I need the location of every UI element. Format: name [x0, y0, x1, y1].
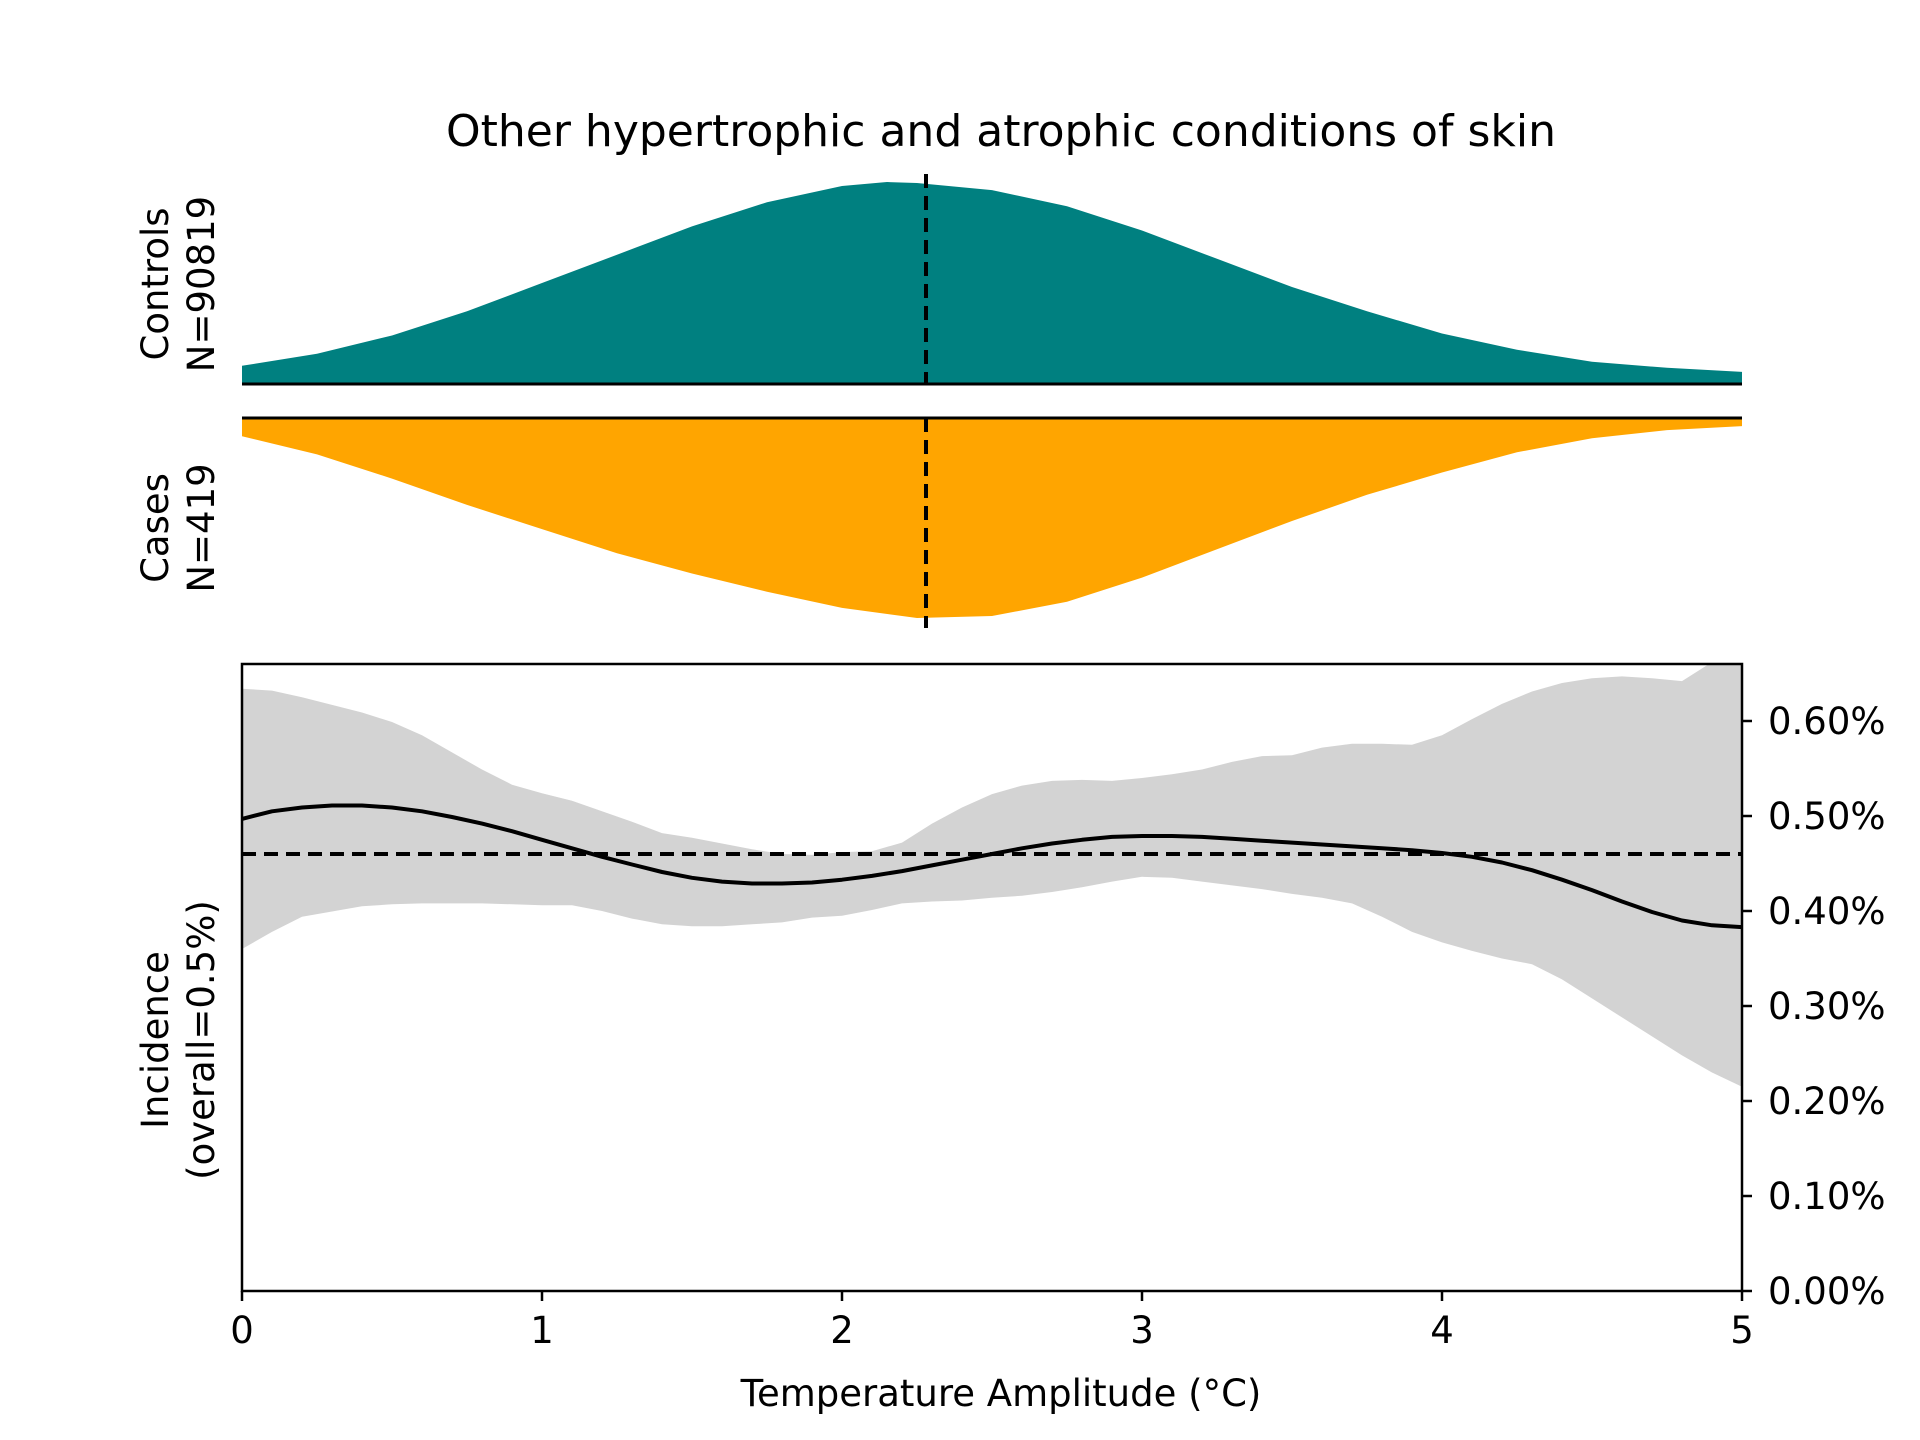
distribution-panels: [242, 174, 1742, 628]
x-axis-label: Temperature Amplitude (°C): [740, 1372, 1262, 1415]
y-tick-label: 0.40%: [1768, 890, 1886, 933]
y-tick-label: 0.30%: [1768, 985, 1886, 1028]
incidence-confidence-band: [242, 664, 1742, 1087]
incidence-plot-area: [242, 664, 1742, 1087]
y-tick-label: 0.60%: [1768, 700, 1886, 743]
x-tick-label: 2: [830, 1309, 854, 1352]
incidence-panel: [240, 662, 1744, 1293]
incidence-ylabel-overall: (overall=0.5%): [180, 900, 223, 1180]
y-tick-label: 0.00%: [1768, 1270, 1886, 1313]
chart-title: Other hypertrophic and atrophic conditio…: [446, 106, 1556, 157]
controls-density-area: [242, 182, 1742, 384]
axis-ticks: 0 1 2 3 4 5 0.00% 0.10% 0.20% 0.30% 0.40% 0.50% 0.60…: [230, 700, 1885, 1352]
x-tick-label: 5: [1730, 1309, 1754, 1352]
y-tick-label: 0.20%: [1768, 1080, 1886, 1123]
controls-count-label: N=90819: [180, 196, 223, 372]
x-tick-label: 4: [1430, 1309, 1454, 1352]
incidence-ylabel: Incidence: [134, 951, 177, 1129]
x-tick-label: 3: [1130, 1309, 1154, 1352]
cases-count-label: N=419: [180, 463, 223, 592]
cases-label: Cases: [134, 473, 177, 583]
x-tick-label: 0: [230, 1309, 254, 1352]
y-tick-label: 0.50%: [1768, 795, 1886, 838]
incidence-frame: [240, 662, 1744, 1293]
controls-label: Controls: [134, 207, 177, 360]
cases-density-area: [242, 418, 1742, 618]
y-tick-label: 0.10%: [1768, 1175, 1886, 1218]
x-tick-label: 1: [530, 1309, 554, 1352]
